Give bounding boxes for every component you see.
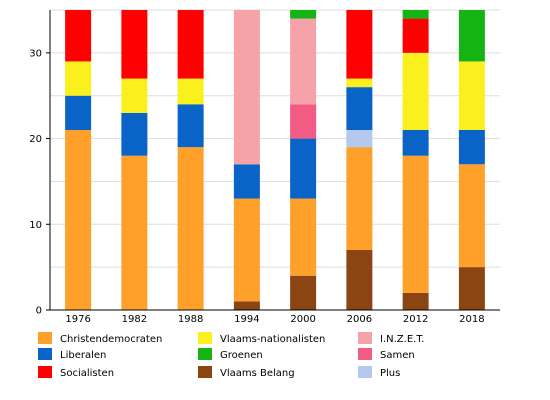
- legend-swatch-vlaams-nationalisten: [198, 332, 212, 344]
- legend-label-i-n-z-e-t-: I.N.Z.E.T.: [380, 334, 424, 345]
- legend-label-groenen: Groenen: [220, 350, 263, 361]
- bar-2006-liberalen: [346, 87, 372, 130]
- bar-2006-socialisten: [346, 10, 372, 79]
- bar-2006-vlaams-nationalisten: [346, 79, 372, 88]
- legend-label-liberalen: Liberalen: [60, 350, 106, 361]
- x-tick-label-1976: 1976: [65, 314, 90, 325]
- bar-2012-groenen: [403, 10, 429, 19]
- bar-2006-plus: [346, 130, 372, 147]
- bar-2012-vlaams-belang: [403, 293, 429, 310]
- bar-1976-vlaams-nationalisten: [65, 61, 91, 95]
- bar-1994-vlaams-belang: [234, 301, 260, 310]
- x-tick-label-1994: 1994: [234, 314, 259, 325]
- bar-2018-vlaams-belang: [459, 267, 485, 310]
- bar-1982-socialisten: [121, 10, 147, 79]
- y-tick-label-20: 20: [29, 134, 42, 145]
- bar-2000-christendemocraten: [290, 199, 316, 276]
- bar-2018-groenen: [459, 10, 485, 61]
- bar-2000-vlaams-belang: [290, 276, 316, 310]
- bar-1988-socialisten: [178, 10, 204, 79]
- y-tick-label-0: 0: [36, 306, 42, 317]
- bar-2000-i-n-z-e-t-: [290, 19, 316, 105]
- gridlines: [50, 10, 500, 310]
- legend-swatch-liberalen: [38, 348, 52, 360]
- bar-1988-vlaams-nationalisten: [178, 79, 204, 105]
- legend-swatch-groenen: [198, 348, 212, 360]
- bars: [65, 10, 485, 310]
- bar-2018-vlaams-nationalisten: [459, 61, 485, 130]
- x-axis-ticks: 1976 1982 1988 1994 2000 2006 2012 2018: [65, 314, 484, 325]
- bar-2012-liberalen: [403, 130, 429, 156]
- legend-label-vlaams-nationalisten: Vlaams-nationalisten: [220, 334, 325, 345]
- legend-label-socialisten: Socialisten: [60, 368, 114, 379]
- bar-2018-christendemocraten: [459, 164, 485, 267]
- bar-2012-christendemocraten: [403, 156, 429, 293]
- bar-1976-socialisten: [65, 10, 91, 61]
- y-tick-label-10: 10: [29, 220, 42, 231]
- bar-1982-liberalen: [121, 113, 147, 156]
- bar-2018-liberalen: [459, 130, 485, 164]
- legend-label-samen: Samen: [380, 350, 415, 361]
- bar-2012-vlaams-nationalisten: [403, 53, 429, 130]
- x-tick-label-1988: 1988: [178, 314, 203, 325]
- bar-1994-i-n-z-e-t-: [234, 10, 260, 164]
- legend-swatch-socialisten: [38, 366, 52, 378]
- bar-1988-liberalen: [178, 104, 204, 147]
- bar-2006-vlaams-belang: [346, 250, 372, 310]
- legend-label-vlaams-belang: Vlaams Belang: [220, 368, 295, 379]
- legend-swatch-christendemocraten: [38, 332, 52, 344]
- bar-2006-christendemocraten: [346, 147, 372, 250]
- legend: Christendemocraten Liberalen Socialisten Vl…: [38, 332, 424, 379]
- x-tick-label-2006: 2006: [347, 314, 372, 325]
- y-axis-ticks: 0 10 20 30: [29, 48, 50, 316]
- x-tick-label-1982: 1982: [122, 314, 147, 325]
- legend-label-christendemocraten: Christendemocraten: [60, 334, 162, 345]
- x-tick-label-2018: 2018: [459, 314, 484, 325]
- x-tick-label-2012: 2012: [403, 314, 428, 325]
- bar-1994-christendemocraten: [234, 199, 260, 302]
- legend-swatch-plus: [358, 366, 372, 378]
- bar-1976-liberalen: [65, 96, 91, 130]
- bar-2000-samen: [290, 104, 316, 138]
- legend-label-plus: Plus: [380, 368, 400, 379]
- axes: [50, 10, 500, 310]
- legend-swatch-i-n-z-e-t-: [358, 332, 372, 344]
- x-tick-label-2000: 2000: [290, 314, 315, 325]
- legend-swatch-vlaams-belang: [198, 366, 212, 378]
- bar-1982-christendemocraten: [121, 156, 147, 310]
- y-tick-label-30: 30: [29, 48, 42, 59]
- legend-swatch-samen: [358, 348, 372, 360]
- bar-1988-christendemocraten: [178, 147, 204, 310]
- bar-2000-liberalen: [290, 139, 316, 199]
- bar-1976-christendemocraten: [65, 130, 91, 310]
- bar-2000-groenen: [290, 10, 316, 19]
- bar-2012-socialisten: [403, 19, 429, 53]
- bar-1994-liberalen: [234, 164, 260, 198]
- bar-1982-vlaams-nationalisten: [121, 79, 147, 113]
